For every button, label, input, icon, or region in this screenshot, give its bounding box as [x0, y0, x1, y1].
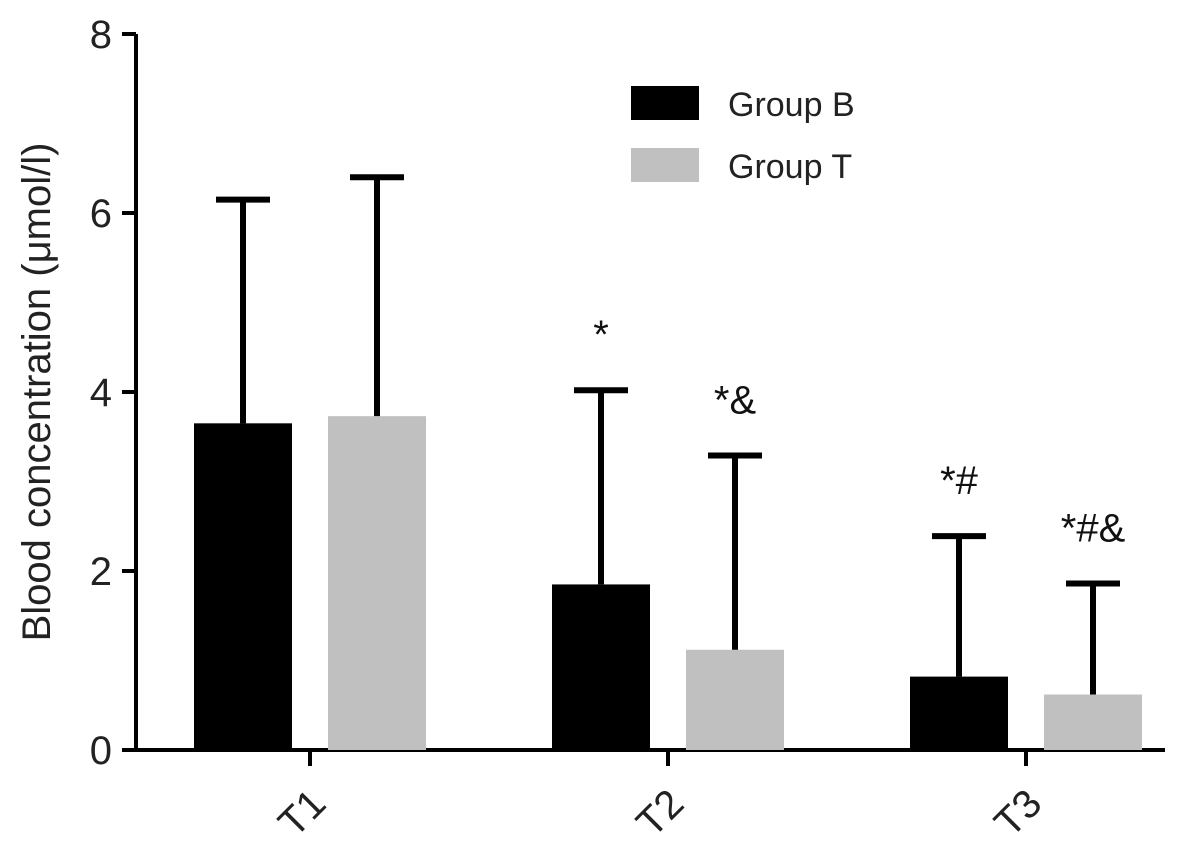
significance-annotation: *& [714, 379, 757, 423]
y-tick-label: 8 [90, 13, 112, 57]
y-tick-group: 0 2 4 6 8 [90, 13, 136, 773]
bar-group-t-T2 [686, 649, 784, 750]
bar-group-b-T1 [194, 423, 292, 750]
x-tick-label: T2 [628, 781, 692, 845]
bar-group-b-T3 [910, 676, 1008, 750]
y-axis-label: Blood concentration (μmol/l) [15, 143, 59, 642]
y-axis: 0 2 4 6 8 Blood concentration (μmol/l) [15, 13, 138, 773]
y-tick-label: 6 [90, 192, 112, 236]
x-axis: T1 T2 T3 [134, 748, 1165, 845]
x-tick-label: T1 [270, 781, 334, 845]
bar-group-b-T2 [552, 584, 650, 750]
legend-swatch-group-b [631, 86, 699, 120]
x-tick-label: T3 [986, 781, 1050, 845]
significance-annotation: *#& [1061, 507, 1126, 551]
legend-swatch-group-t [631, 148, 699, 182]
legend-label-group-t: Group T [728, 148, 852, 186]
legend: Group B Group T [631, 86, 855, 186]
y-tick-label: 2 [90, 550, 112, 594]
legend-label-group-b: Group B [728, 86, 855, 124]
bar-group-t-T3 [1044, 694, 1142, 750]
x-tick-group: T1 T2 T3 [270, 750, 1050, 845]
bars-group [194, 174, 1142, 750]
significance-annotation: * [593, 313, 609, 357]
annotations-group: * *# *& *#& [593, 313, 1125, 550]
bar-group-t-T1 [328, 416, 426, 750]
y-tick-label: 4 [90, 371, 112, 415]
significance-annotation: *# [940, 459, 979, 503]
y-tick-label: 0 [90, 729, 112, 773]
